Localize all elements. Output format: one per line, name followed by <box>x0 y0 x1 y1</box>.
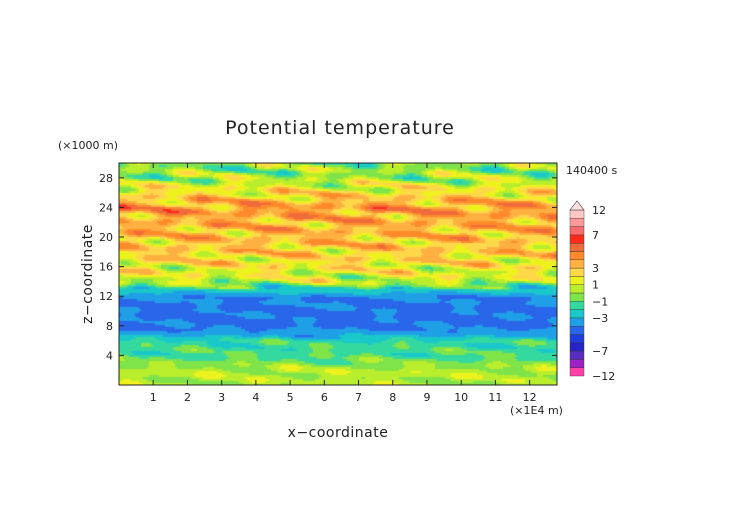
x-tick-label: 11 <box>488 391 502 404</box>
heatmap-image <box>119 163 557 385</box>
x-tick-label: 9 <box>423 391 430 404</box>
y-axis-label: z−coordinate <box>80 224 96 324</box>
x-tick-label: 6 <box>321 391 328 404</box>
x-tick-label: 5 <box>287 391 294 404</box>
colorbar-box <box>569 309 585 319</box>
colorbar-box <box>569 292 585 302</box>
colorbar-box <box>569 234 585 244</box>
colorbar-box <box>569 326 585 335</box>
plot-frame <box>118 162 558 386</box>
colorbar-box <box>569 367 585 377</box>
colorbar-box <box>569 334 585 344</box>
colorbar-box <box>569 350 585 360</box>
colorbar-max-arrow <box>569 200 585 211</box>
colorbar-label: 3 <box>592 262 599 275</box>
colorbar-label: 1 <box>592 279 599 292</box>
colorbar-box <box>569 251 585 261</box>
colorbar-box <box>569 276 585 285</box>
y-unit-label: (×1000 m) <box>58 139 118 152</box>
colorbar: 12 7 3 1 −1 −3 −7 −12 <box>569 200 615 383</box>
x-tick-label: 1 <box>150 391 157 404</box>
colorbar-box <box>569 317 585 327</box>
y-tick-label: 16 <box>99 261 113 274</box>
colorbar-box <box>569 267 585 277</box>
colorbar-label: −1 <box>592 295 608 308</box>
y-tick-label: 4 <box>106 349 113 362</box>
y-tick-label: 8 <box>106 320 113 333</box>
colorbar-box <box>569 359 585 368</box>
colorbar-box <box>569 342 585 352</box>
colorbar-box <box>569 218 585 227</box>
y-axis: 4 8 12 16 20 24 28 <box>99 172 557 362</box>
x-tick-label: 7 <box>355 391 362 404</box>
colorbar-box <box>569 242 585 252</box>
x-unit-label: (×1E4 m) <box>510 404 563 417</box>
colorbar-label: −3 <box>592 312 608 325</box>
x-tick-label: 3 <box>218 391 225 404</box>
heatmap-field <box>119 163 557 385</box>
colorbar-box <box>569 301 585 310</box>
y-tick-label: 24 <box>99 201 113 214</box>
colorbar-label: 7 <box>592 229 599 242</box>
x-tick-label: 4 <box>252 391 259 404</box>
colorbar-box <box>569 259 585 269</box>
x-tick-label: 2 <box>184 391 191 404</box>
x-axis-label: x−coordinate <box>288 425 389 441</box>
time-label: 140400 s <box>566 164 617 177</box>
chart-title: Potential temperature <box>225 117 455 139</box>
colorbar-box <box>569 284 585 294</box>
x-tick-label: 10 <box>454 391 468 404</box>
x-tick-label: 12 <box>523 391 537 404</box>
colorbar-label: 12 <box>592 204 606 217</box>
colorbar-label: −12 <box>592 370 615 383</box>
y-tick-label: 28 <box>99 172 113 185</box>
y-tick-label: 20 <box>99 231 113 244</box>
x-axis: 1 2 3 4 5 6 7 8 9 10 11 12 <box>150 163 537 404</box>
colorbar-box <box>569 209 585 219</box>
y-tick-label: 12 <box>99 290 113 303</box>
x-tick-label: 8 <box>389 391 396 404</box>
colorbar-box <box>569 226 585 236</box>
colorbar-label: −7 <box>592 345 608 358</box>
